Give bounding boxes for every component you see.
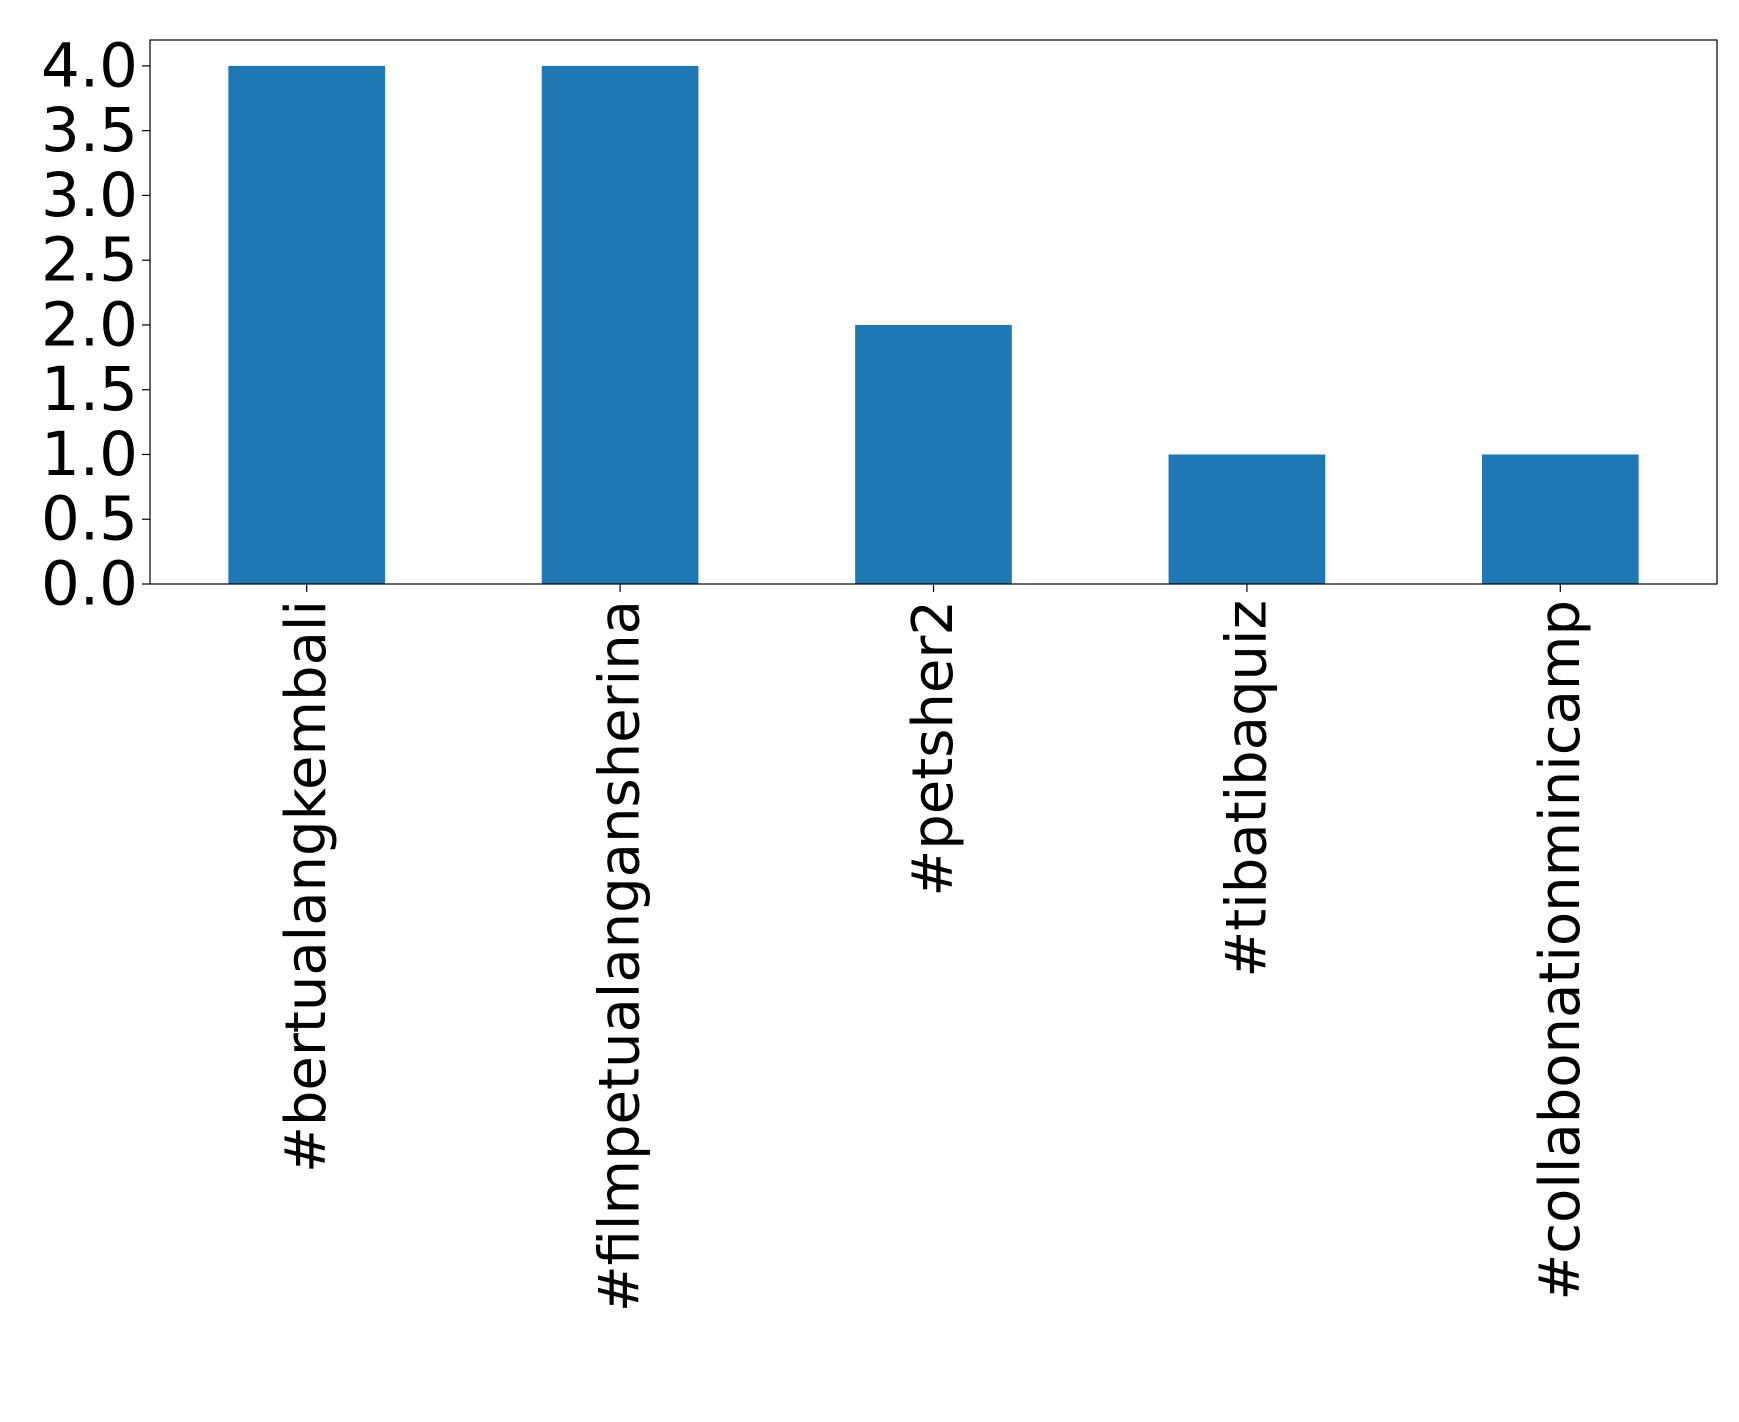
x-tick-label: #tibatibaquiz bbox=[1214, 600, 1279, 978]
y-tick-label: 3.5 bbox=[41, 95, 138, 166]
bar bbox=[541, 65, 699, 584]
plot-frame bbox=[149, 39, 1718, 585]
y-tick-label: 1.5 bbox=[41, 354, 138, 425]
x-tick-label: #filmpetualangansherina bbox=[588, 600, 653, 1312]
y-tick-label: 0.0 bbox=[41, 549, 138, 620]
y-tick-label: 1.0 bbox=[41, 419, 138, 490]
x-tick-label: #petsher2 bbox=[901, 600, 966, 897]
y-tick-label: 3.0 bbox=[41, 160, 138, 231]
x-tick-label: #collabonationminicamp bbox=[1528, 600, 1593, 1301]
y-tick-label: 4.0 bbox=[41, 30, 138, 101]
y-tick-label: 0.5 bbox=[41, 484, 138, 555]
x-tick-label: #bertualangkembali bbox=[274, 600, 339, 1173]
y-tick-label: 2.5 bbox=[41, 225, 138, 296]
bar bbox=[1481, 454, 1639, 584]
bar bbox=[1168, 454, 1326, 584]
bar bbox=[855, 324, 1012, 584]
bar bbox=[228, 65, 386, 584]
y-tick-label: 2.0 bbox=[41, 289, 138, 360]
